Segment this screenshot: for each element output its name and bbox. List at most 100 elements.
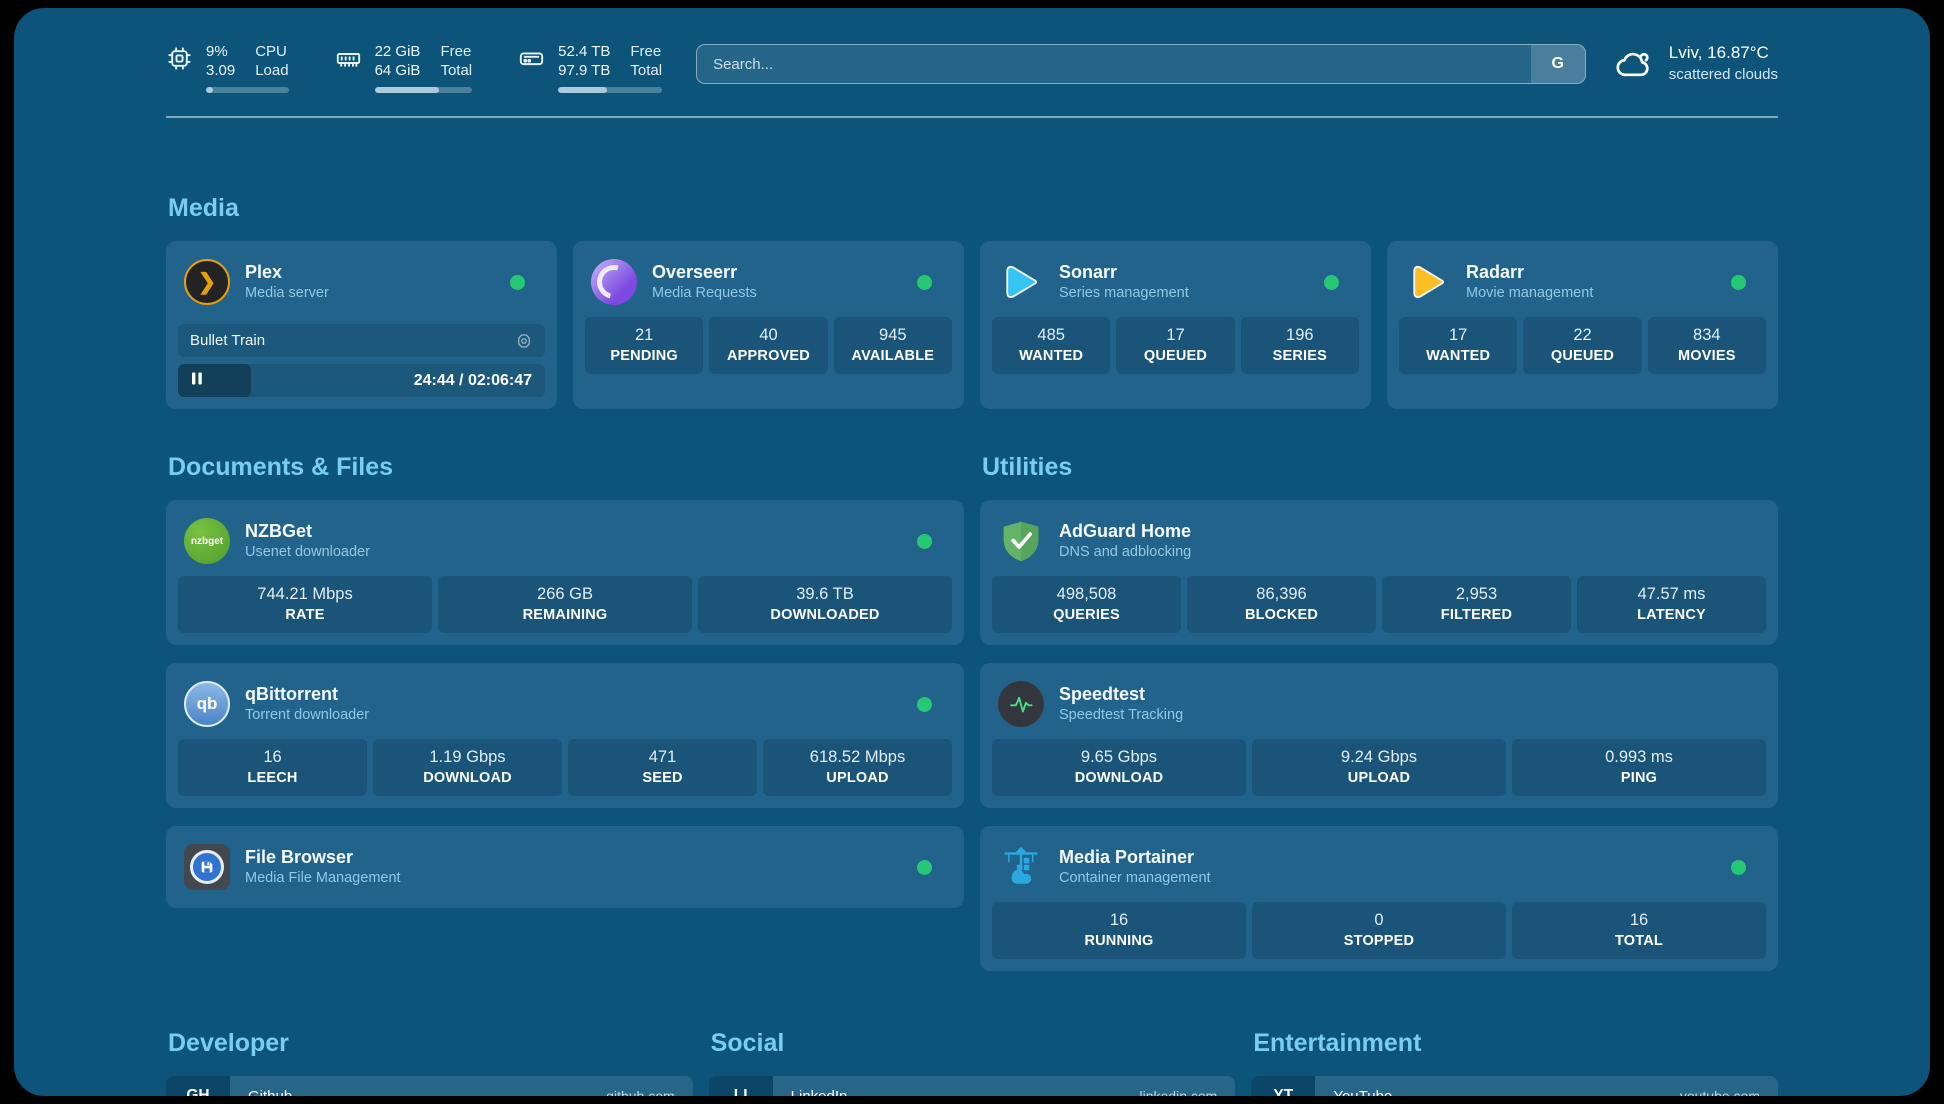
app-subtitle: DNS and adblocking xyxy=(1059,544,1192,561)
stat-value: 17 xyxy=(1166,326,1185,344)
section-title-media: Media xyxy=(168,194,239,222)
google-search-button[interactable]: G xyxy=(1530,45,1585,83)
player-bar[interactable]: 24:44 / 02:06:47 xyxy=(178,364,545,397)
bookmark-name: YouTube xyxy=(1333,1087,1393,1097)
stat-label: PING xyxy=(1620,770,1658,786)
status-dot xyxy=(917,533,932,549)
stat-value: 40 xyxy=(759,326,778,344)
search-input[interactable] xyxy=(697,55,1531,73)
app-title: AdGuard Home xyxy=(1059,521,1192,542)
cpu-stat: 9% 3.09 CPU Load xyxy=(166,42,289,93)
app-subtitle: Movie management xyxy=(1466,285,1594,302)
card-nzbget[interactable]: nzbget NZBGet Usenet downloader 744.21 M… xyxy=(166,500,964,645)
disk-progress-fill xyxy=(558,86,607,93)
bookmark-group-social: Social LI LinkedIn linkedin.com TW Twitt… xyxy=(708,1029,1236,1097)
app-subtitle: Media Requests xyxy=(652,285,757,302)
stat-value: 47.57 ms xyxy=(1637,585,1706,603)
bookmark-name: LinkedIn xyxy=(790,1087,848,1097)
stat-value: 196 xyxy=(1286,326,1314,344)
pause-icon[interactable] xyxy=(191,372,203,389)
search-bar: G xyxy=(696,44,1586,84)
card-qbittorrent[interactable]: qb qBittorrent Torrent downloader 16 LEE… xyxy=(166,663,964,808)
disk-stat: 52.4 TB 97.9 TB Free Total xyxy=(518,42,663,93)
stat-label: QUEUED xyxy=(1143,348,1208,364)
stat-label: APPROVED xyxy=(727,348,810,364)
stat-box: 9.65 Gbps DOWNLOAD xyxy=(992,739,1246,796)
stat-box: 618.52 Mbps UPLOAD xyxy=(763,739,952,796)
bookmark-abbr: YT xyxy=(1251,1076,1316,1096)
gear-icon[interactable] xyxy=(515,332,533,350)
card-radarr[interactable]: Radarr Movie management 17 WANTED 22 QUE… xyxy=(1387,241,1778,409)
app-subtitle: Usenet downloader xyxy=(245,544,370,561)
portainer-icon xyxy=(998,844,1044,890)
memory-icon xyxy=(335,45,362,72)
stat-label: DOWNLOAD xyxy=(1074,770,1164,786)
stat-box: 945 AVAILABLE xyxy=(833,317,952,374)
card-filebrowser[interactable]: File Browser Media File Management xyxy=(166,826,964,908)
status-dot xyxy=(917,696,932,712)
app-title: Speedtest xyxy=(1059,684,1146,705)
stat-label: MOVIES xyxy=(1678,348,1736,364)
app-title: Overseerr xyxy=(652,262,738,283)
bookmark-link-youtube[interactable]: YT YouTube youtube.com xyxy=(1251,1076,1778,1096)
stat-label: QUEUED xyxy=(1550,348,1615,364)
weather-condition: scattered clouds xyxy=(1668,66,1778,84)
card-overseerr[interactable]: Overseerr Media Requests 21 PENDING 40 A… xyxy=(573,241,964,409)
stat-box: 9.24 Gbps UPLOAD xyxy=(1252,739,1506,796)
stat-label: DOWNLOADED xyxy=(770,607,880,623)
bookmark-abbr: LI xyxy=(708,1076,773,1096)
stat-value: 9.24 Gbps xyxy=(1340,748,1418,766)
stat-value: 0 xyxy=(1374,911,1384,929)
cpu-label-2: Load xyxy=(255,62,289,79)
sonarr-icon xyxy=(998,259,1044,305)
disk-total: 97.9 TB xyxy=(558,62,611,79)
overseerr-icon xyxy=(591,259,637,305)
app-subtitle: Media File Management xyxy=(245,870,401,887)
stat-value: 16 xyxy=(1629,911,1649,929)
memory-progress-track xyxy=(374,86,473,93)
now-playing-row: Bullet Train xyxy=(178,324,545,357)
app-subtitle: Torrent downloader xyxy=(245,707,370,724)
stat-value: 471 xyxy=(648,748,677,766)
stat-label: SEED xyxy=(642,770,683,786)
memory-stat: 22 GiB 64 GiB Free Total xyxy=(335,42,473,93)
stat-box: 21 PENDING xyxy=(585,317,704,374)
stat-label: REMAINING xyxy=(522,607,608,623)
stat-value: 1.19 Gbps xyxy=(429,748,506,766)
playback-time: 24:44 / 02:06:47 xyxy=(413,371,532,389)
status-dot xyxy=(510,274,525,290)
app-title: NZBGet xyxy=(245,521,312,542)
stat-value: 498,508 xyxy=(1056,585,1117,603)
mem-total: 64 GiB xyxy=(374,62,421,79)
card-adguard[interactable]: AdGuard Home DNS and adblocking 498,508 … xyxy=(980,500,1778,645)
nzbget-icon: nzbget xyxy=(184,518,230,564)
section-title-documents: Documents & Files xyxy=(168,453,394,481)
dashboard-panel: 9% 3.09 CPU Load xyxy=(14,8,1930,1096)
stat-box: 0 STOPPED xyxy=(1252,902,1506,959)
app-title: Media Portainer xyxy=(1059,847,1195,868)
stat-label: SERIES xyxy=(1272,348,1328,364)
card-plex[interactable]: ❯ Plex Media server Bullet Train xyxy=(166,241,557,409)
card-speedtest[interactable]: Speedtest Speedtest Tracking 9.65 Gbps D… xyxy=(980,663,1778,808)
stat-value: 16 xyxy=(1109,911,1129,929)
stat-box: 39.6 TB DOWNLOADED xyxy=(698,576,952,633)
bookmark-abbr: GH xyxy=(166,1076,230,1096)
stat-box: 196 SERIES xyxy=(1240,317,1359,374)
section-title-social: Social xyxy=(710,1029,785,1057)
mem-label-1: Free xyxy=(440,42,472,60)
stat-value: 2,953 xyxy=(1455,585,1498,603)
bookmark-link-github[interactable]: GH Github github.com xyxy=(166,1076,693,1096)
app-subtitle: Series management xyxy=(1059,285,1189,302)
bookmark-link-linkedin[interactable]: LI LinkedIn linkedin.com xyxy=(708,1076,1236,1097)
section-documents: Documents & Files nzbget NZBGet Usenet d… xyxy=(166,453,964,908)
stat-box: 86,396 BLOCKED xyxy=(1187,576,1376,633)
card-sonarr[interactable]: Sonarr Series management 485 WANTED 17 Q… xyxy=(980,241,1371,409)
stat-box: 47.57 ms LATENCY xyxy=(1577,576,1766,633)
stat-value: 618.52 Mbps xyxy=(809,748,906,766)
cpu-loadavg: 3.09 xyxy=(206,62,236,79)
status-dot xyxy=(917,859,932,875)
stat-value: 22 xyxy=(1573,326,1592,344)
card-portainer[interactable]: Media Portainer Container management 16 … xyxy=(980,826,1778,971)
stat-label: BLOCKED xyxy=(1244,607,1319,623)
stat-label: UPLOAD xyxy=(1347,770,1411,786)
